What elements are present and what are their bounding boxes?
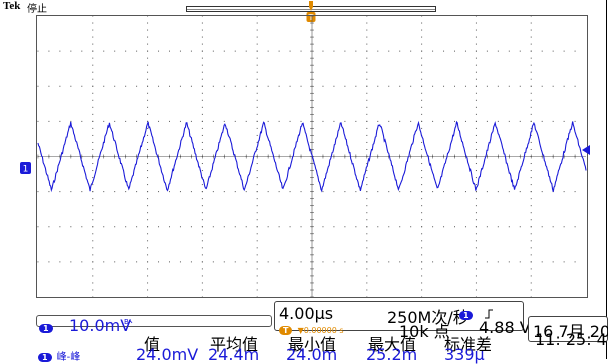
channel1-ground-marker[interactable]: 1 <box>20 162 34 174</box>
meas-stddev: 339µ <box>444 345 485 364</box>
timebase-readout: 4.00µs <box>279 304 334 323</box>
datetime-box: 16 7月 2014 11: 25: 43 <box>528 316 608 349</box>
meas-header-value: 值 <box>144 335 161 354</box>
meas-header-max: 最大值 <box>368 335 417 354</box>
date-readout: 16 7月 2014 <box>533 322 608 341</box>
trigger-level-readout: 4.88 V <box>479 318 531 337</box>
meas-min: 24.0m <box>286 345 338 364</box>
svg-text:B: B <box>124 318 129 325</box>
time-readout: 11: 25: 43 <box>535 330 608 349</box>
horizontal-panel[interactable]: 4.00µs 250M次/秒 T ▼0.00000 s 10k 点 1 4.88… <box>274 301 531 341</box>
meas-header-mean: 平均值 <box>210 335 259 354</box>
trigger-level-arrow[interactable] <box>580 145 590 155</box>
trigger-position-icon[interactable]: T <box>306 1 316 25</box>
channel1-badge: 1 <box>39 324 53 333</box>
rising-edge-icon <box>484 309 493 318</box>
trigger-delay: T ▼0.00000 s <box>279 318 344 337</box>
meas-mean: 24.4m <box>208 345 260 364</box>
meas-name: 峰-峰 <box>56 352 81 363</box>
record-length-readout: 10k 点 <box>399 322 450 341</box>
sample-rate-readout: 250M次/秒 <box>387 308 469 327</box>
meas-header-stddev: 标准差 <box>444 335 493 354</box>
meas-row-label[interactable]: 1 峰-峰 <box>38 345 80 364</box>
measurement-table: 值 平均值 最小值 最大值 标准差 1 峰-峰 24.0mV 24.4m 24.… <box>36 331 524 364</box>
channel1-readout[interactable]: 1 10.0mV B <box>36 315 272 335</box>
top-bar: Tek 停止 T <box>0 0 608 22</box>
brand-logo: Tek <box>3 0 21 12</box>
trigger-source: 1 <box>459 303 494 322</box>
svg-text:T: T <box>308 13 314 22</box>
meas-value: 24.0mV <box>136 345 199 364</box>
graticule[interactable] <box>36 15 588 298</box>
trigger-source-badge: 1 <box>459 311 473 320</box>
svg-text:1: 1 <box>23 165 29 175</box>
delay-readout: ▼0.00000 s <box>297 326 344 335</box>
trigger-delay-icon: T <box>279 326 293 335</box>
meas-channel-badge: 1 <box>38 353 52 362</box>
acquisition-state: 停止 <box>27 4 47 15</box>
channel1-scale: 10.0mV <box>69 316 132 335</box>
meas-max: 25.2m <box>366 345 418 364</box>
meas-header-min: 最小值 <box>288 335 337 354</box>
bw-limit-icon: B <box>124 318 133 325</box>
channel1-waveform <box>37 120 587 193</box>
